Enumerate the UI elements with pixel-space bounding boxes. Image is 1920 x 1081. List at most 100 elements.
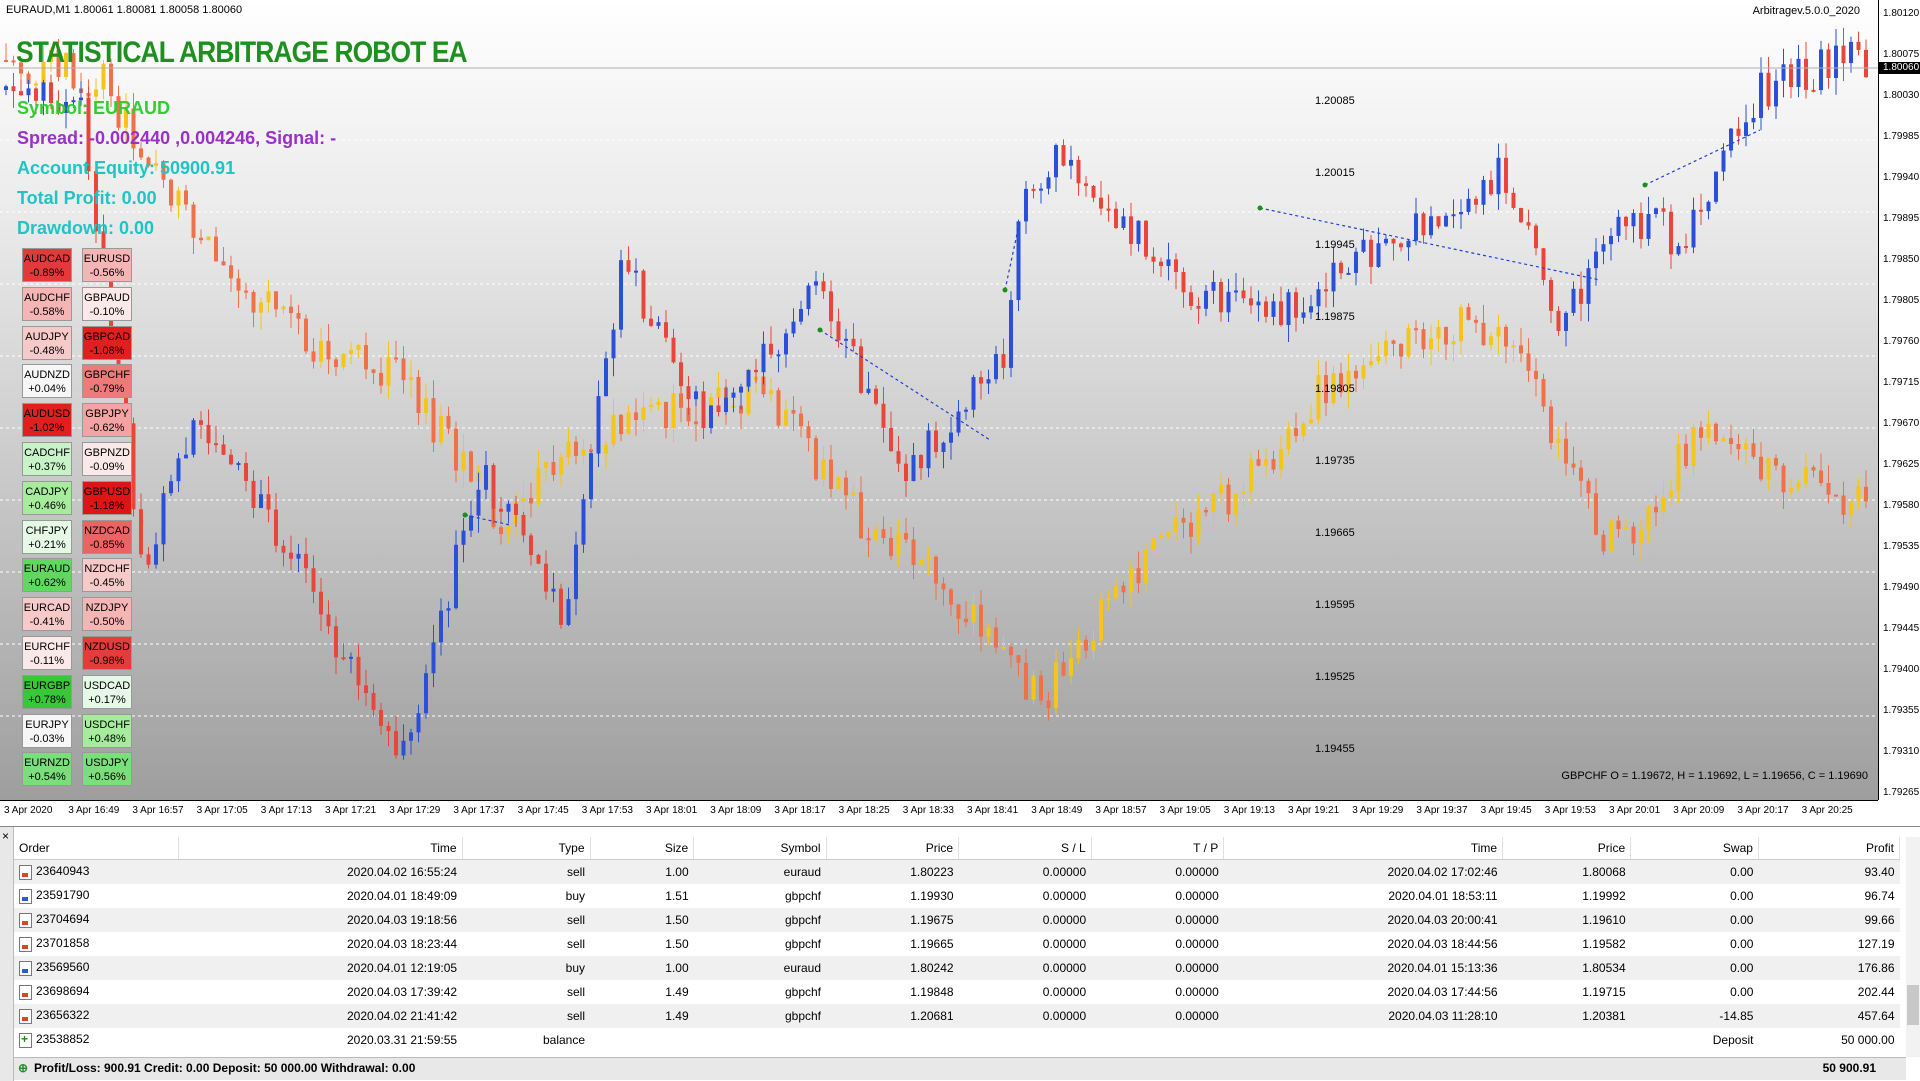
column-header[interactable]: Profit bbox=[1758, 837, 1901, 860]
pair-tile-nzdchf[interactable]: NZDCHF -0.45% bbox=[82, 558, 132, 593]
close-icon[interactable]: × bbox=[2, 829, 10, 843]
candle-body bbox=[184, 190, 188, 205]
pair-tile-nzdjpy[interactable]: NZDJPY -0.50% bbox=[82, 597, 132, 632]
candle-body bbox=[1631, 213, 1636, 227]
candle-body bbox=[401, 358, 406, 381]
candle-body bbox=[1804, 58, 1808, 90]
scrollbar-thumb[interactable] bbox=[1907, 985, 1919, 1025]
column-header[interactable]: Price bbox=[826, 837, 960, 860]
pair-tile-usdcad[interactable]: USDCAD +0.17% bbox=[82, 674, 132, 709]
pair-tile-eurgbp[interactable]: EURGBP +0.78% bbox=[22, 674, 72, 709]
table-row[interactable]: 23698694 2020.04.03 17:39:42 sell 1.49 gbpch… bbox=[14, 980, 1900, 1004]
table-row[interactable]: 23591790 2020.04.01 18:49:09 buy 1.51 gbpchf… bbox=[14, 884, 1900, 908]
time-axis-label: 3 Apr 20:01 bbox=[1609, 805, 1661, 816]
column-header[interactable]: Time bbox=[1223, 837, 1504, 860]
table-row[interactable]: 23538852 2020.03.31 21:59:55 balance Deposi… bbox=[14, 1028, 1900, 1052]
pair-change: +0.78% bbox=[28, 693, 66, 706]
terminal-side-strip[interactable]: × bbox=[0, 827, 14, 1081]
table-scrollbar[interactable] bbox=[1906, 837, 1920, 1057]
price-axis-label: 1.79310 bbox=[1883, 746, 1920, 757]
candle-body bbox=[1301, 312, 1306, 318]
candle-body bbox=[1211, 493, 1216, 513]
pair-tile-audnzd[interactable]: AUDNZD +0.04% bbox=[22, 364, 72, 399]
time-axis[interactable]: 3 Apr 2020 3 Apr 16:49 3 Apr 16:57 3 Apr 17… bbox=[0, 800, 1878, 821]
candle-body bbox=[11, 60, 16, 63]
pair-tile-gbpnzd[interactable]: GBPNZD -0.09% bbox=[82, 442, 132, 476]
candle-body bbox=[536, 554, 541, 564]
candlestick-chart[interactable] bbox=[0, 0, 1878, 800]
pair-tile-cadjpy[interactable]: CADJPY +0.46% bbox=[22, 480, 72, 515]
ea-symbol: Symbol: EURAUD bbox=[17, 98, 171, 118]
pair-tile-gbpchf[interactable]: GBPCHF -0.79% bbox=[82, 364, 132, 399]
table-row[interactable]: 23704694 2020.04.03 19:18:56 sell 1.50 gbpch… bbox=[14, 908, 1900, 932]
table-row[interactable]: 23569560 2020.04.01 12:19:05 buy 1.00 euraud… bbox=[14, 956, 1900, 980]
candle-body bbox=[934, 556, 938, 584]
candle-body bbox=[1099, 599, 1103, 641]
candle-body bbox=[1189, 292, 1193, 306]
candle-body bbox=[266, 494, 271, 510]
pair-tile-eurjpy[interactable]: EURJPY -0.03% bbox=[22, 713, 72, 748]
pair-tile-audcad[interactable]: AUDCAD -0.89% bbox=[22, 248, 72, 282]
candle-body bbox=[1721, 438, 1726, 442]
candle-body bbox=[1444, 215, 1448, 227]
price-axis[interactable]: 1.80120 1.80075 1.80030 1.79985 1.79940 1.798… bbox=[1878, 0, 1920, 800]
column-header[interactable]: Swap bbox=[1630, 837, 1759, 860]
candle-body bbox=[461, 451, 466, 471]
pair-tile-eurnzd[interactable]: EURNZD +0.54% bbox=[22, 752, 72, 787]
column-header[interactable]: S / L bbox=[958, 837, 1092, 860]
candle-body bbox=[1099, 197, 1103, 209]
candle-body bbox=[386, 357, 391, 386]
column-header[interactable]: Symbol bbox=[693, 837, 827, 860]
candle-body bbox=[589, 453, 593, 500]
pair-tile-gbpusd[interactable]: GBPUSD -1.18% bbox=[82, 480, 132, 515]
pair-tile-euraud[interactable]: EURAUD +0.62% bbox=[22, 558, 72, 593]
pair-tile-gbpaud[interactable]: GBPAUD -0.10% bbox=[82, 286, 132, 321]
candle-body bbox=[431, 398, 436, 443]
column-header[interactable]: Order bbox=[14, 837, 180, 860]
pair-tile-eurcad[interactable]: EURCAD -0.41% bbox=[22, 597, 72, 632]
column-header[interactable]: Time bbox=[178, 837, 463, 860]
pair-tile-usdjpy[interactable]: USDJPY +0.56% bbox=[82, 752, 132, 787]
column-header[interactable]: T / P bbox=[1091, 837, 1225, 860]
time-axis-label: 3 Apr 17:29 bbox=[389, 805, 441, 816]
cell-price bbox=[826, 1028, 959, 1052]
pair-tile-chfjpy[interactable]: CHFJPY +0.21% bbox=[22, 519, 72, 554]
pair-tile-audchf[interactable]: AUDCHF -0.58% bbox=[22, 286, 72, 321]
candle-body bbox=[214, 443, 218, 446]
candle-body bbox=[701, 391, 706, 429]
pair-tile-eurusd[interactable]: EURUSD -0.56% bbox=[82, 248, 132, 282]
table-row[interactable]: 23656322 2020.04.02 21:41:42 sell 1.49 gbpch… bbox=[14, 1004, 1900, 1028]
pair-tile-gbpjpy[interactable]: GBPJPY -0.62% bbox=[82, 403, 132, 438]
table-row[interactable]: 23640943 2020.04.02 16:55:24 sell 1.00 eurau… bbox=[14, 859, 1900, 884]
candle-body bbox=[1796, 58, 1801, 87]
candle-body bbox=[1166, 259, 1171, 266]
candle-body bbox=[1729, 128, 1733, 151]
candle-body bbox=[1811, 467, 1816, 471]
candle-body bbox=[971, 604, 976, 623]
pair-tile-audjpy[interactable]: AUDJPY -0.48% bbox=[22, 325, 72, 360]
pair-tile-gbpcad[interactable]: GBPCAD -1.08% bbox=[82, 325, 132, 360]
cell-size: 1.51 bbox=[665, 889, 689, 903]
pair-name: EURNZD bbox=[24, 757, 70, 770]
pair-tile-nzdcad[interactable]: NZDCAD -0.85% bbox=[82, 519, 132, 554]
candle-body bbox=[709, 397, 713, 407]
chart-area[interactable]: EURAUD,M1 1.80061 1.80081 1.80058 1.8006… bbox=[0, 0, 1920, 800]
pair-tile-audusd[interactable]: AUDUSD -1.02% bbox=[22, 403, 72, 438]
pair-tile-eurchf[interactable]: EURCHF -0.11% bbox=[22, 636, 72, 670]
pair-change: +0.46% bbox=[28, 499, 66, 512]
pair-tile-nzdusd[interactable]: NZDUSD -0.98% bbox=[82, 636, 132, 670]
candle-body bbox=[64, 101, 68, 113]
column-header[interactable]: Price bbox=[1502, 837, 1632, 860]
price-axis-label: 1.79805 bbox=[1883, 295, 1920, 306]
pair-tile-cadchf[interactable]: CADCHF +0.37% bbox=[22, 442, 72, 476]
time-axis-label: 3 Apr 19:45 bbox=[1480, 805, 1532, 816]
candle-body bbox=[281, 306, 286, 310]
column-header[interactable]: Type bbox=[462, 837, 591, 860]
candle-body bbox=[784, 333, 788, 355]
column-header[interactable]: Size bbox=[590, 837, 695, 860]
table-row[interactable]: 23701858 2020.04.03 18:23:44 sell 1.50 gbpch… bbox=[14, 932, 1900, 956]
candle-body bbox=[379, 372, 383, 386]
candle-body bbox=[1309, 419, 1313, 424]
pair-tile-usdchf[interactable]: USDCHF +0.48% bbox=[82, 713, 132, 748]
